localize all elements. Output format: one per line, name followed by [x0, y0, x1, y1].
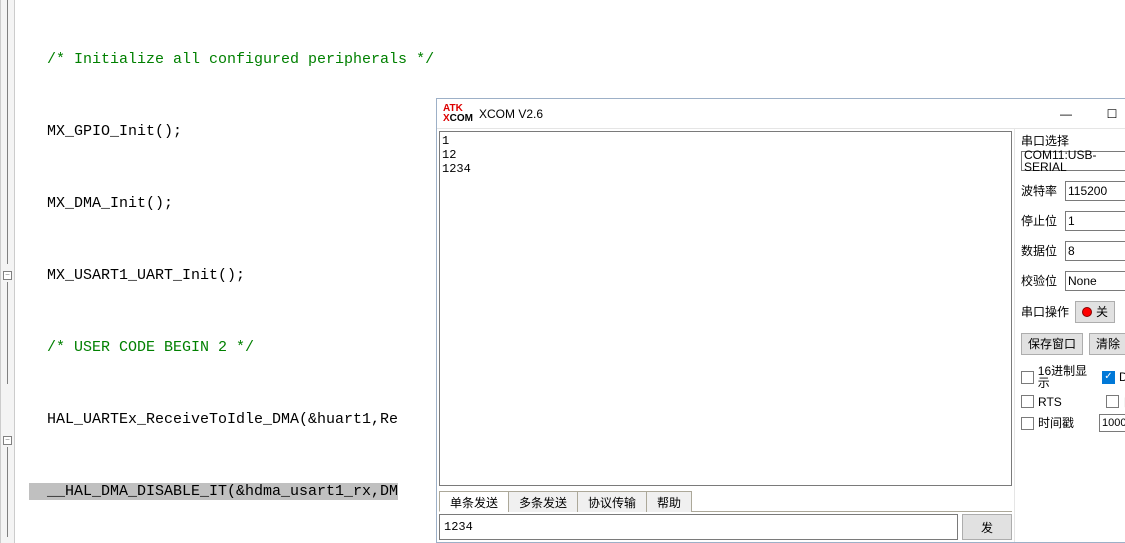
tab-single-send[interactable]: 单条发送	[439, 491, 509, 512]
tab-multi-send[interactable]: 多条发送	[508, 491, 578, 512]
code-highlight: __HAL_DMA_DISABLE_IT(&hdma_usart1_rx,DM	[29, 483, 398, 500]
editor-gutter: − −	[1, 0, 15, 543]
baud-label: 波特率	[1021, 185, 1065, 197]
rts-checkbox[interactable]	[1021, 395, 1034, 408]
app-icon: ATK XCOM	[443, 104, 473, 124]
port-section-label: 串口选择	[1021, 135, 1125, 147]
xcom-window: ATK XCOM XCOM V2.6 — ☐ 1 12 1234 单条发送 多条…	[436, 98, 1125, 543]
maximize-button[interactable]: ☐	[1089, 99, 1125, 129]
output-line: 1234	[442, 162, 1009, 176]
baud-select[interactable]: 115200	[1065, 181, 1125, 201]
fold-marker[interactable]: −	[3, 271, 12, 280]
timestamp-input[interactable]	[1099, 414, 1125, 432]
stop-select[interactable]: 1▾	[1065, 211, 1125, 231]
auto-checkbox[interactable]	[1106, 395, 1119, 408]
port-select[interactable]: COM11:USB-SERIAL	[1021, 151, 1125, 171]
parity-select[interactable]: None▾	[1065, 271, 1125, 291]
code-text: HAL_UARTEx_ReceiveToIdle_DMA(&huart1,Re	[29, 411, 398, 428]
timestamp-checkbox[interactable]	[1021, 417, 1034, 430]
stop-label: 停止位	[1021, 215, 1065, 227]
output-line: 1	[442, 134, 1009, 148]
tab-protocol[interactable]: 协议传输	[577, 491, 647, 512]
window-title: XCOM V2.6	[479, 107, 543, 121]
status-dot-icon	[1082, 307, 1092, 317]
code-comment: /* USER CODE BEGIN 2 */	[29, 339, 254, 356]
hex-checkbox[interactable]	[1021, 371, 1034, 384]
titlebar[interactable]: ATK XCOM XCOM V2.6 — ☐	[437, 99, 1125, 129]
op-label: 串口操作	[1021, 306, 1069, 318]
data-label: 数据位	[1021, 245, 1065, 257]
code-text: MX_DMA_Init();	[29, 195, 173, 212]
code-area[interactable]: /* Initialize all configured peripherals…	[15, 0, 436, 543]
output-line: 12	[442, 148, 1009, 162]
minimize-button[interactable]: —	[1043, 99, 1089, 129]
dtr-checkbox[interactable]: ✓	[1102, 371, 1115, 384]
save-window-button[interactable]: 保存窗口	[1021, 333, 1083, 355]
code-editor: − − /* Initialize all configured periphe…	[0, 0, 436, 543]
hex-label: 16进制显示	[1038, 365, 1098, 389]
serial-output[interactable]: 1 12 1234	[439, 131, 1012, 486]
code-text: MX_USART1_UART_Init();	[29, 267, 245, 284]
timestamp-label: 时间戳	[1038, 417, 1074, 429]
tabs: 单条发送 多条发送 协议传输 帮助	[439, 490, 1012, 512]
parity-label: 校验位	[1021, 275, 1065, 287]
dtr-label: DT	[1119, 371, 1125, 383]
clear-button[interactable]: 清除	[1089, 333, 1125, 355]
code-text: MX_GPIO_Init();	[29, 123, 182, 140]
rts-label: RTS	[1038, 396, 1062, 408]
port-toggle-button[interactable]: 关	[1075, 301, 1115, 323]
send-input[interactable]	[439, 514, 958, 540]
tab-help[interactable]: 帮助	[646, 491, 692, 512]
settings-panel: 串口选择 COM11:USB-SERIAL 波特率 115200 停止位 1▾ …	[1015, 129, 1125, 542]
code-comment: /* Initialize all configured peripherals…	[29, 51, 434, 68]
data-select[interactable]: 8▾	[1065, 241, 1125, 261]
fold-marker[interactable]: −	[3, 436, 12, 445]
send-button[interactable]: 发	[962, 514, 1012, 540]
